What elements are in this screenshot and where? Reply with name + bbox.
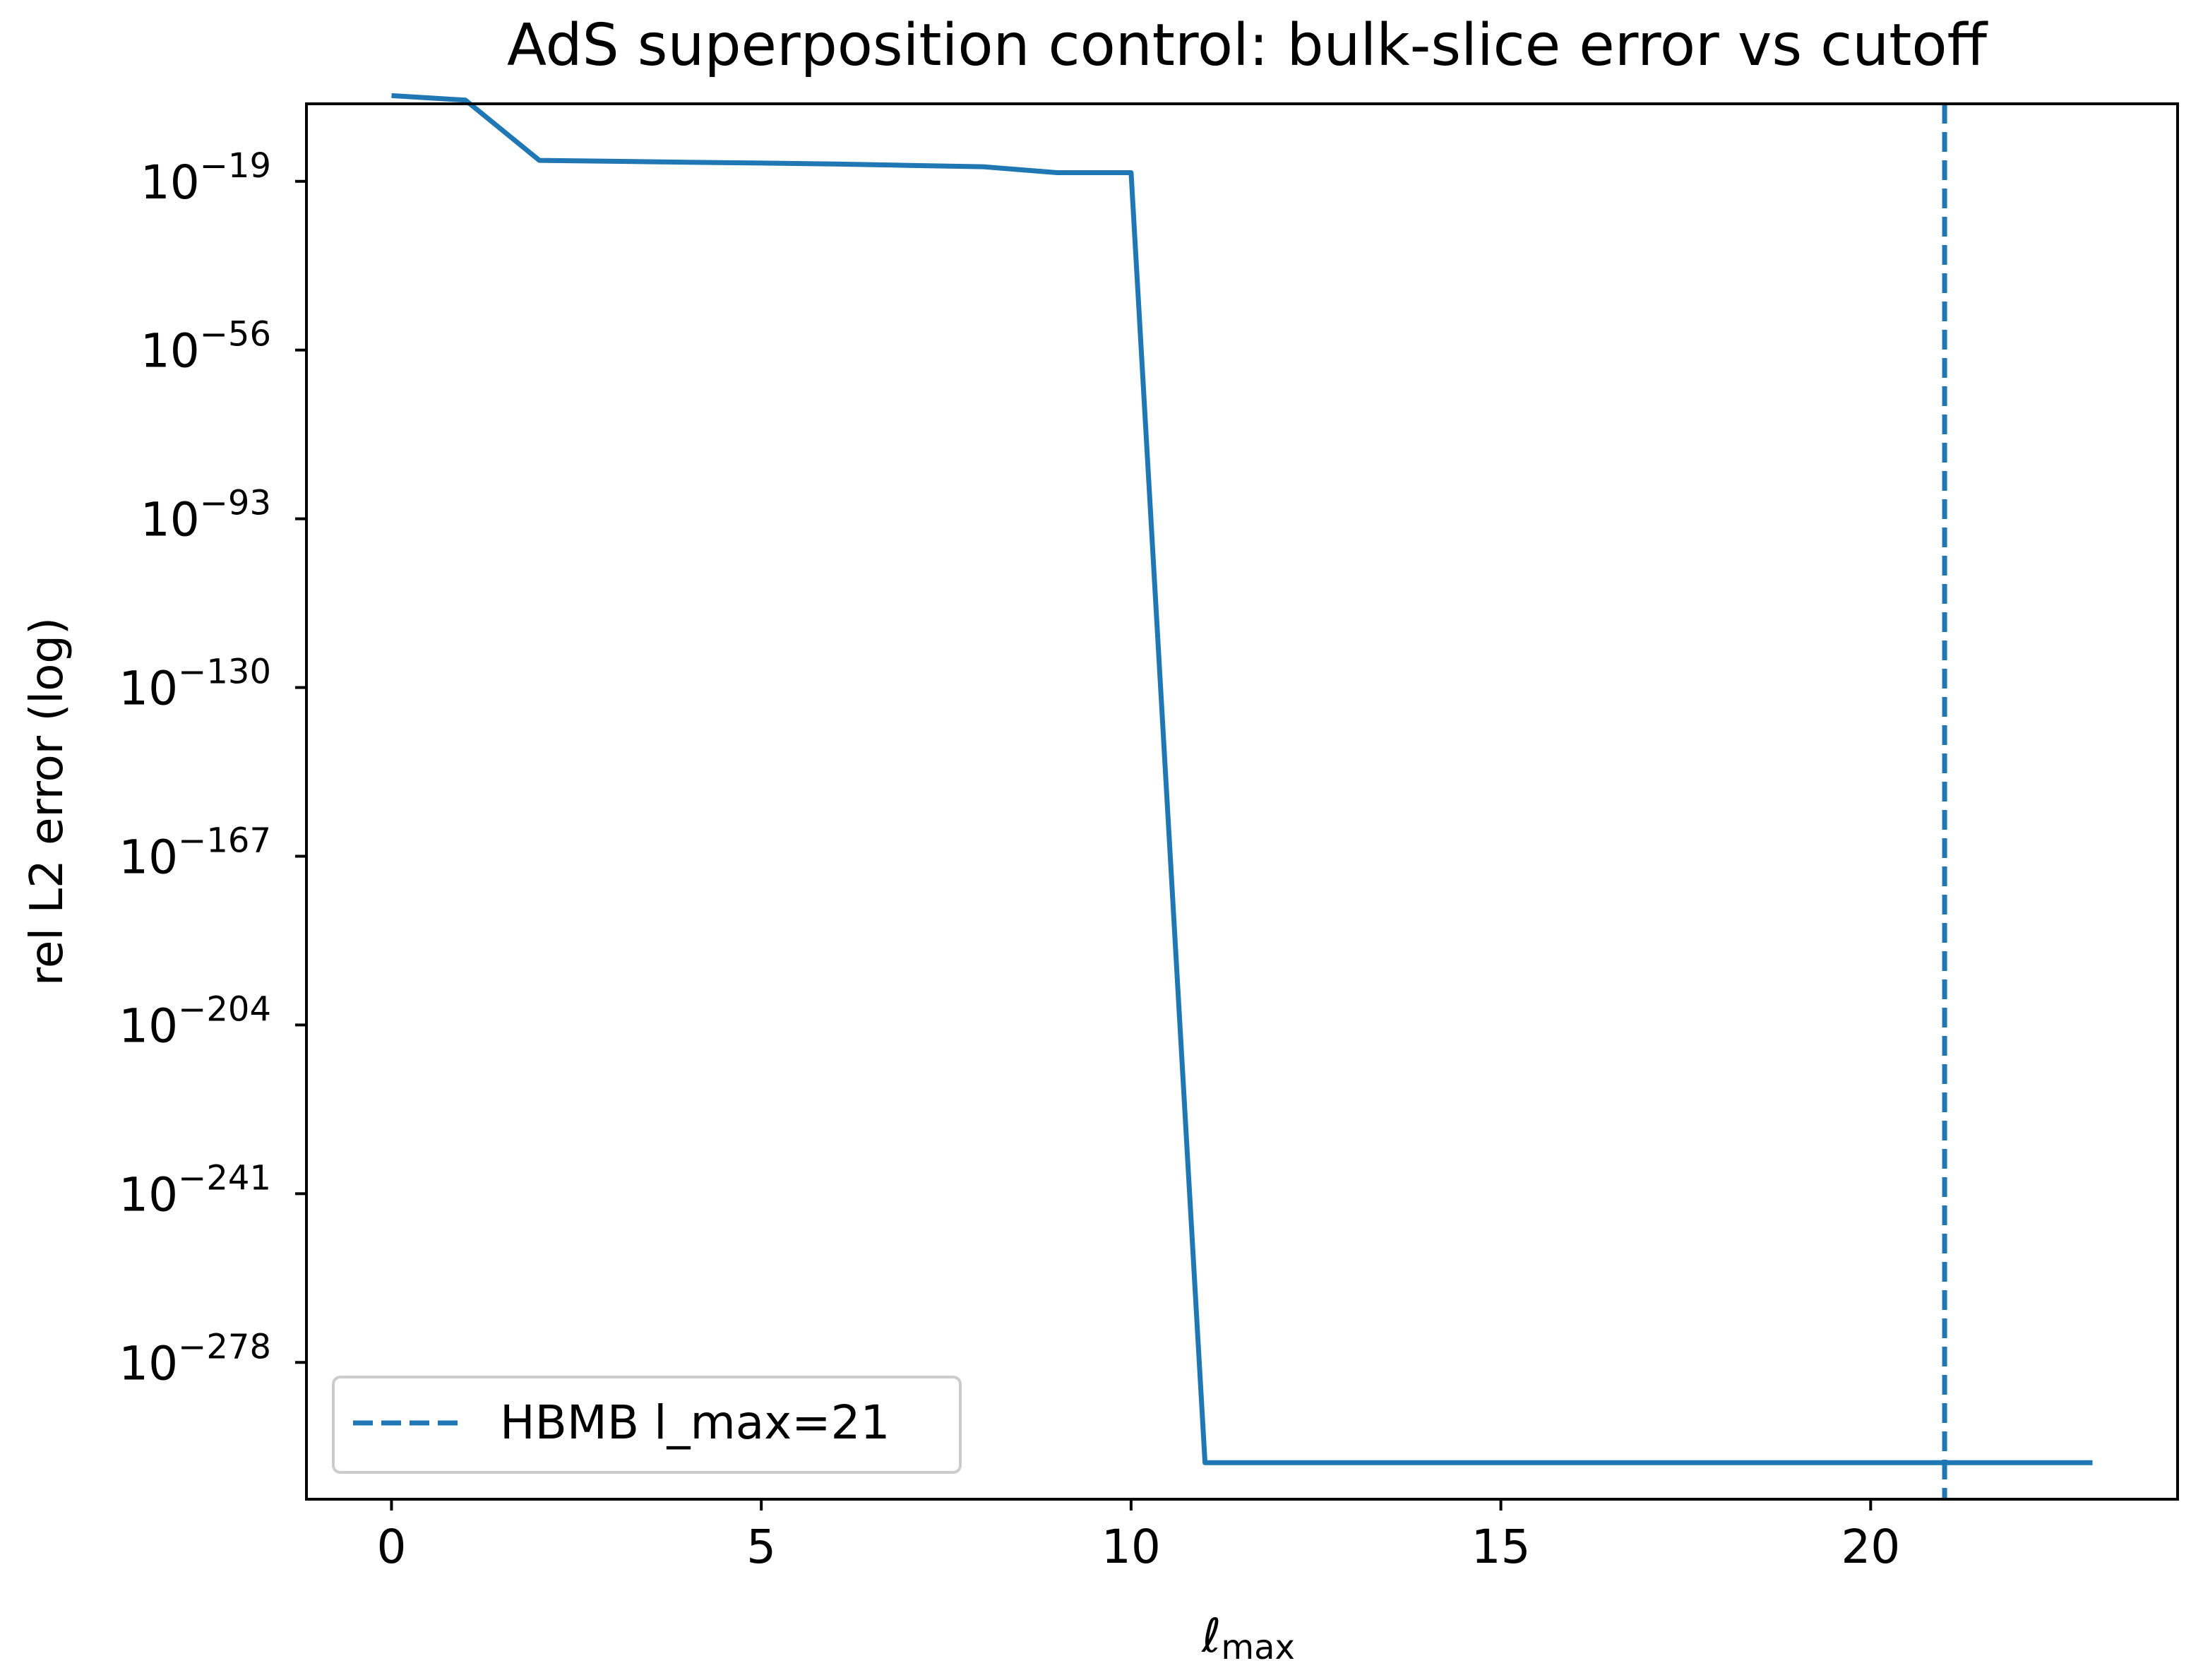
- plot-frame: [305, 102, 2179, 1501]
- y-tick-label: 10−204: [119, 989, 271, 1053]
- y-tick-label: 10−241: [119, 1158, 271, 1222]
- x-tick-label: 20: [1841, 1520, 1900, 1574]
- y-axis-label: rel L2 error (log): [21, 617, 73, 986]
- chart-title: AdS superposition control: bulk-slice er…: [507, 12, 1989, 79]
- x-tick-label: 10: [1102, 1520, 1161, 1574]
- y-tick-label: 10−19: [141, 146, 271, 210]
- x-axis-label-main: ℓ: [1201, 1609, 1221, 1663]
- legend: HBMB l_max=21: [332, 1376, 962, 1474]
- legend-label: HBMB l_max=21: [500, 1395, 890, 1450]
- x-axis-label-subscript: max: [1221, 1628, 1295, 1667]
- x-tick-label: 5: [746, 1520, 776, 1574]
- y-tick-label: 10−278: [119, 1327, 271, 1390]
- x-axis-label: ℓmax: [1201, 1609, 1295, 1667]
- y-tick-label: 10−130: [119, 653, 271, 716]
- y-tick-label: 10−167: [119, 821, 271, 884]
- legend-box: [332, 1376, 962, 1474]
- x-tick-label: 15: [1471, 1520, 1531, 1574]
- y-tick-label: 10−56: [141, 315, 271, 379]
- x-tick-label: 0: [376, 1520, 406, 1574]
- y-tick-label: 10−93: [141, 484, 271, 547]
- series-line-0: [391, 93, 2093, 1465]
